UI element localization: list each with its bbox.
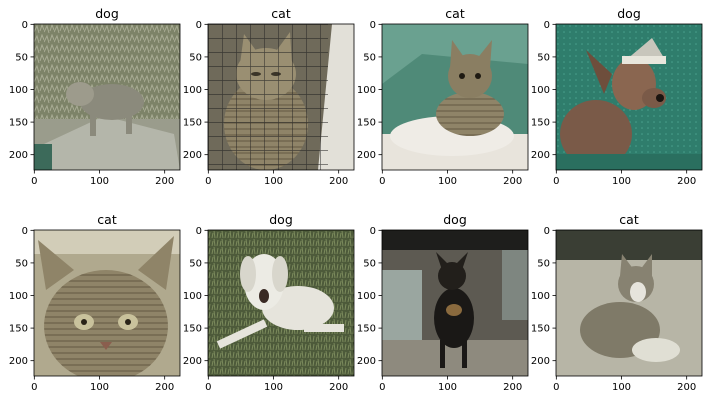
panel-6: dog 0 50 100 150 200 0 100 200 xyxy=(183,212,355,393)
x-tick-label: 200 xyxy=(503,382,522,393)
y-tick-label: 50 xyxy=(15,52,28,63)
x-tick-label: 200 xyxy=(155,382,174,393)
x-tick-label: 0 xyxy=(205,176,211,187)
y-tick-label: 100 xyxy=(9,85,28,96)
y-tick-label: 50 xyxy=(15,258,28,269)
panel-title: dog xyxy=(269,212,293,227)
panel-3: cat 0 50 100 150 200 0 100 200 xyxy=(357,6,529,187)
panel-7: dog 0 50 100 150 200 0 100 200 xyxy=(357,212,529,393)
x-tick-label: 200 xyxy=(329,382,348,393)
x-tick-label: 100 xyxy=(438,176,457,187)
y-tick-label: 100 xyxy=(357,85,376,96)
photo-dog-in-grass-yard xyxy=(34,24,180,170)
panel-4: dog 0 50 100 150 200 0 100 200 xyxy=(531,6,703,187)
panel-5: cat 0 50 100 150 200 0 100 200 xyxy=(9,212,181,393)
x-tick-label: 0 xyxy=(553,382,559,393)
photo-cat-in-wire-crate xyxy=(208,24,354,170)
y-tick-label: 0 xyxy=(22,20,28,31)
y-tick-label: 0 xyxy=(196,20,202,31)
y-tick-label: 50 xyxy=(189,258,202,269)
y-tick-label: 150 xyxy=(9,118,28,129)
panel-1: dog 0 50 100 150 200 0 100 200 xyxy=(9,6,181,187)
y-tick-label: 150 xyxy=(183,324,202,335)
panel-title: dog xyxy=(443,212,467,227)
x-tick-label: 100 xyxy=(612,382,631,393)
y-tick-label: 0 xyxy=(544,226,550,237)
y-tick-label: 0 xyxy=(370,226,376,237)
y-tick-label: 50 xyxy=(363,258,376,269)
x-tick-label: 200 xyxy=(677,382,696,393)
y-tick-label: 50 xyxy=(189,52,202,63)
y-tick-label: 150 xyxy=(183,118,202,129)
y-tick-label: 150 xyxy=(9,324,28,335)
x-tick-label: 0 xyxy=(553,176,559,187)
axes-frame xyxy=(555,229,703,377)
panel-title: dog xyxy=(95,6,119,21)
y-tick-label: 200 xyxy=(9,356,28,367)
x-tick-label: 0 xyxy=(379,382,385,393)
photo-kitten-on-floor xyxy=(556,230,702,376)
x-tick-label: 100 xyxy=(90,382,109,393)
y-tick-label: 50 xyxy=(537,258,550,269)
x-tick-label: 100 xyxy=(438,382,457,393)
axes-frame xyxy=(381,229,529,377)
x-tick-label: 100 xyxy=(90,176,109,187)
y-tick-label: 100 xyxy=(9,291,28,302)
y-tick-label: 50 xyxy=(537,52,550,63)
panel-title: cat xyxy=(271,6,291,21)
x-tick-label: 200 xyxy=(329,176,348,187)
y-tick-label: 200 xyxy=(531,150,550,161)
panel-title: dog xyxy=(617,6,641,21)
y-tick-label: 0 xyxy=(544,20,550,31)
panel-title: cat xyxy=(619,212,639,227)
y-tick-label: 200 xyxy=(9,150,28,161)
y-tick-label: 200 xyxy=(357,150,376,161)
axes-frame xyxy=(555,23,703,171)
y-tick-label: 0 xyxy=(196,226,202,237)
y-tick-label: 100 xyxy=(183,85,202,96)
y-tick-label: 200 xyxy=(357,356,376,367)
x-tick-label: 100 xyxy=(264,382,283,393)
y-tick-label: 0 xyxy=(370,20,376,31)
x-tick-label: 200 xyxy=(155,176,174,187)
x-tick-label: 0 xyxy=(31,382,37,393)
panel-title: cat xyxy=(97,212,117,227)
x-tick-label: 0 xyxy=(205,382,211,393)
y-tick-label: 200 xyxy=(183,150,202,161)
x-tick-label: 100 xyxy=(612,176,631,187)
y-tick-label: 100 xyxy=(531,291,550,302)
panel-8: cat 0 50 100 150 200 0 100 200 xyxy=(531,212,703,393)
photo-black-dog-outdoors xyxy=(382,230,528,376)
y-tick-label: 100 xyxy=(357,291,376,302)
x-tick-label: 200 xyxy=(503,176,522,187)
axes-frame xyxy=(33,229,181,377)
photo-cat-lying-on-white-cushion xyxy=(382,24,528,170)
y-tick-label: 150 xyxy=(357,118,376,129)
axes-frame xyxy=(207,23,355,171)
y-tick-label: 200 xyxy=(531,356,550,367)
y-tick-label: 0 xyxy=(22,226,28,237)
panel-title: cat xyxy=(445,6,465,21)
y-tick-label: 150 xyxy=(531,118,550,129)
y-tick-label: 200 xyxy=(183,356,202,367)
y-tick-label: 100 xyxy=(183,291,202,302)
axes-frame xyxy=(33,23,181,171)
photo-dog-wearing-santa-hat-on-teal xyxy=(556,24,702,170)
axes-frame xyxy=(381,23,529,171)
x-tick-label: 0 xyxy=(379,176,385,187)
x-tick-label: 0 xyxy=(31,176,37,187)
x-tick-label: 100 xyxy=(264,176,283,187)
y-tick-label: 100 xyxy=(531,85,550,96)
y-tick-label: 150 xyxy=(531,324,550,335)
panel-2: cat 0 50 100 150 200 0 100 200 xyxy=(183,6,355,187)
y-tick-label: 150 xyxy=(357,324,376,335)
axes-frame xyxy=(207,229,355,377)
photo-tabby-cat-closeup xyxy=(34,230,180,376)
y-tick-label: 50 xyxy=(363,52,376,63)
photo-white-dog-lying-on-grass xyxy=(208,230,354,376)
x-tick-label: 200 xyxy=(677,176,696,187)
